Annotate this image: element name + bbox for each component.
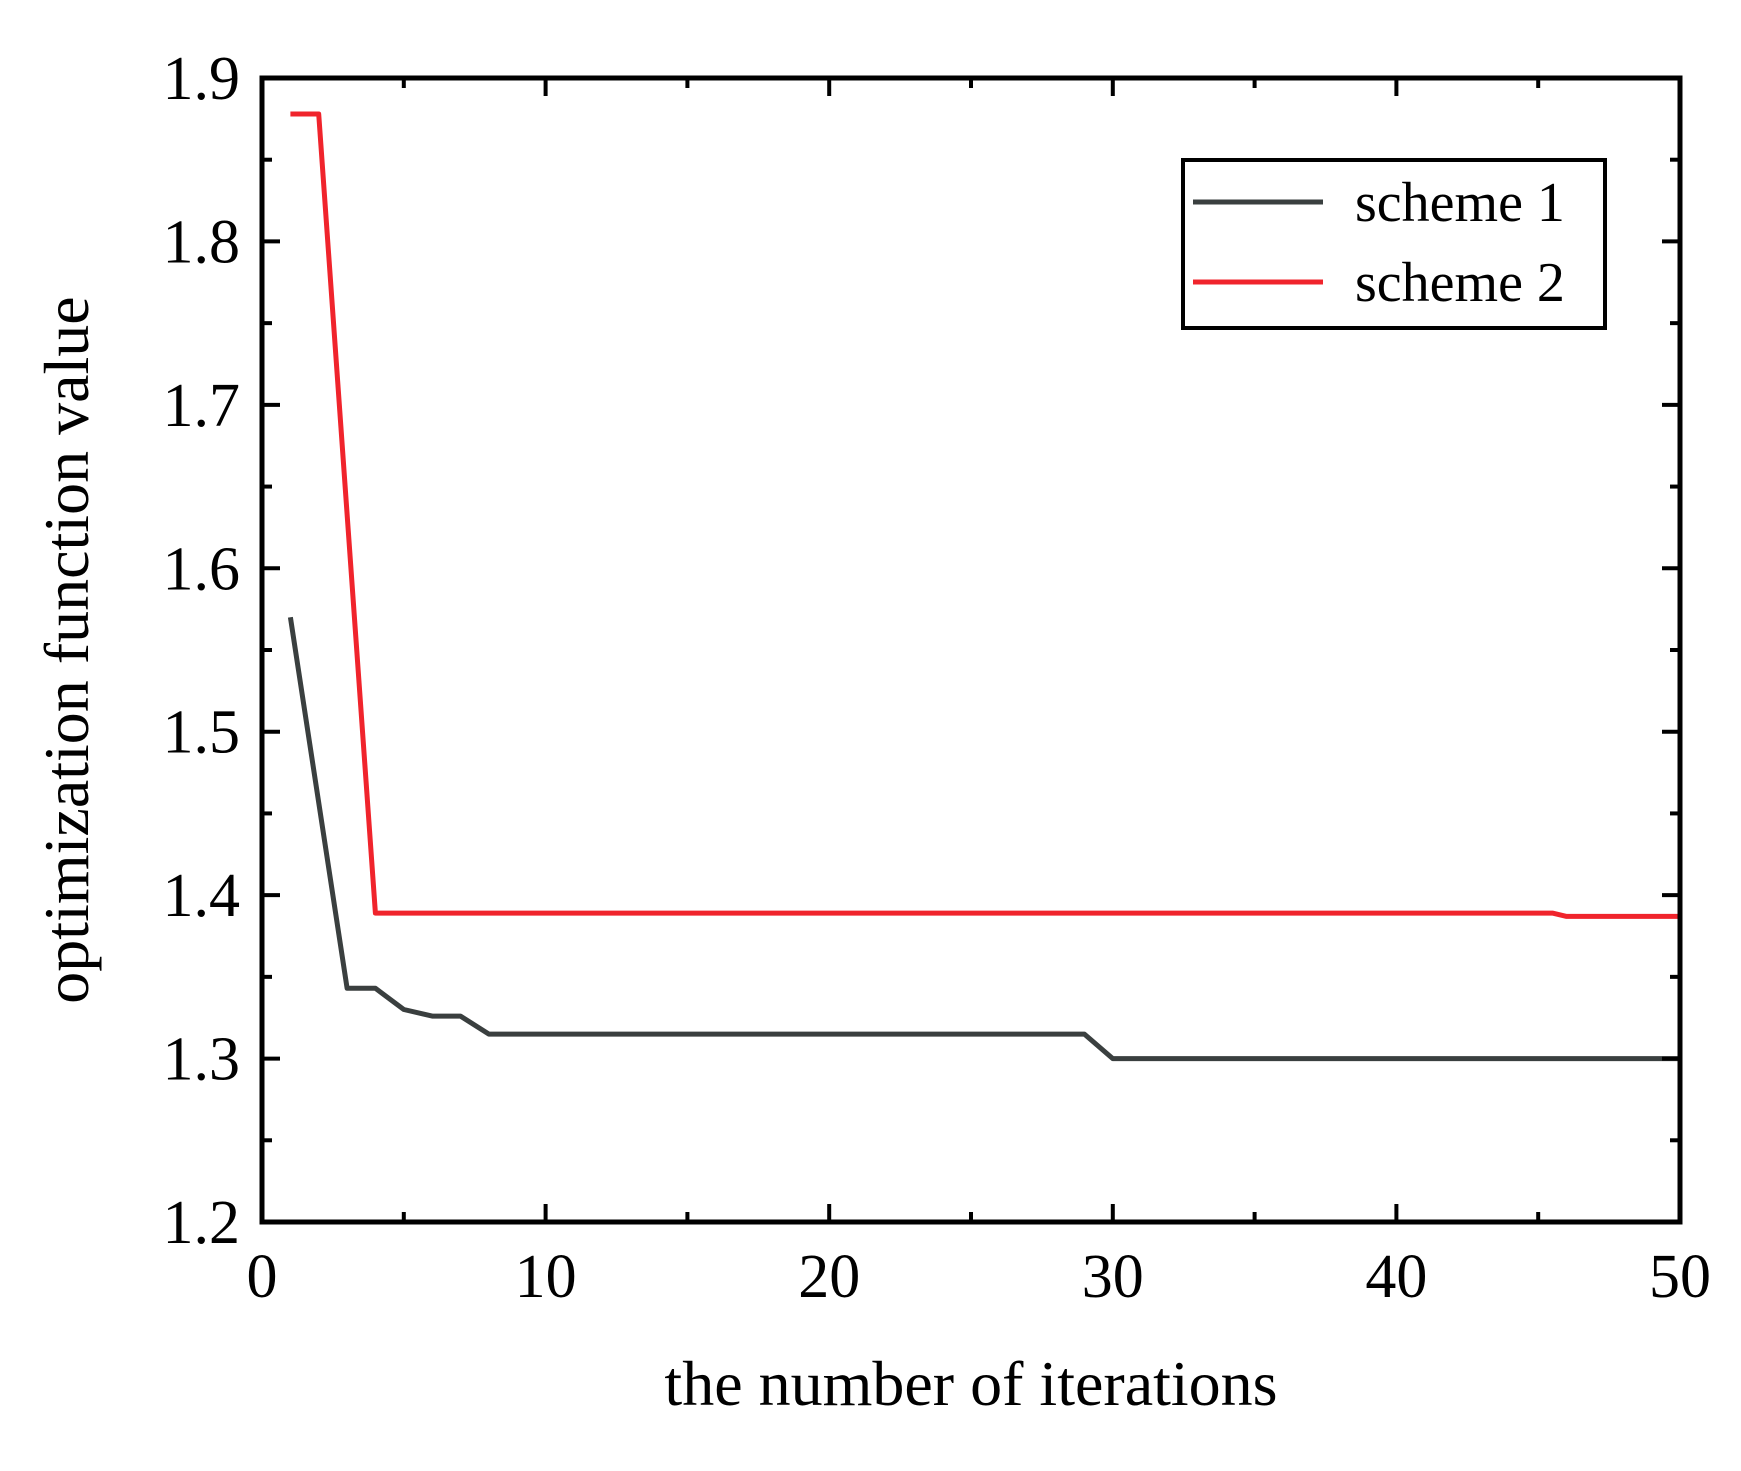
y-tick-label: 1.2 <box>163 1189 241 1257</box>
x-tick-label: 50 <box>1649 1243 1711 1311</box>
legend: scheme 1 scheme 2 <box>1181 158 1607 330</box>
x-tick-label: 30 <box>1082 1243 1144 1311</box>
series-line-1 <box>287 616 1680 1062</box>
x-tick-label: 20 <box>798 1243 860 1311</box>
y-tick-label: 1.6 <box>163 535 241 603</box>
y-tick-label: 1.3 <box>163 1026 241 1094</box>
y-tick-label: 1.7 <box>163 372 241 440</box>
series-layer <box>287 111 1680 1062</box>
y-tick-label: 1.9 <box>163 45 241 113</box>
x-tick-label: 10 <box>515 1243 577 1311</box>
y-tick-label: 1.5 <box>163 699 241 767</box>
legend-box <box>1181 158 1607 330</box>
y-tick-label: 1.8 <box>163 208 241 276</box>
x-tick-label: 40 <box>1365 1243 1427 1311</box>
legend-label-1: scheme 1 <box>1355 172 1565 234</box>
tick-layer: 0 10 20 30 40 50 1.2 1.3 1.4 1.5 1.6 1.7 1.8 1.9 <box>163 45 1712 1311</box>
y-tick-label: 1.4 <box>163 862 241 930</box>
x-axis-label: the number of iterations <box>664 1348 1277 1419</box>
x-tick-label: 0 <box>247 1243 278 1311</box>
y-axis-label: optimization function value <box>31 296 102 1003</box>
series-line-2 <box>290 111 1680 919</box>
legend-label-2: scheme 2 <box>1355 252 1565 314</box>
